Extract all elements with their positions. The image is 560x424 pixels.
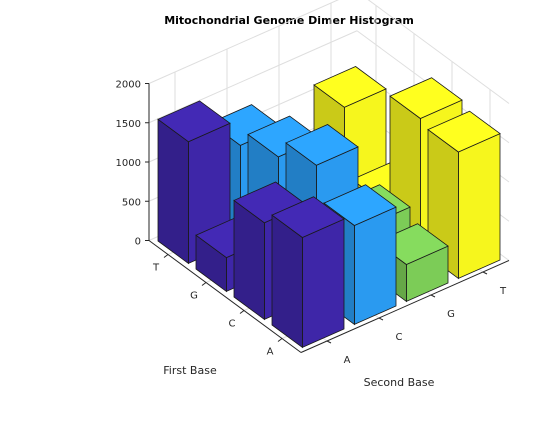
x-tick-label: T — [499, 286, 507, 297]
y-tick-label: T — [152, 263, 160, 274]
chart-title: Mitochondrial Genome Dimer Histogram — [164, 14, 414, 27]
bar-face-side — [271, 214, 303, 349]
x-tick — [326, 340, 332, 344]
x-tick — [378, 317, 384, 321]
bar-AA — [271, 196, 345, 349]
bar-face-top — [157, 100, 231, 143]
x-tick-label: C — [396, 332, 403, 343]
bar-face-top — [389, 77, 463, 119]
x-axis-line — [300, 260, 510, 353]
y-axis-line — [148, 240, 302, 353]
z-tick-label: 0 — [135, 237, 141, 248]
bar-face-top — [285, 124, 359, 166]
y-tick — [163, 254, 169, 258]
y-axis-label: First Base — [163, 364, 217, 377]
bar-face-side — [157, 118, 189, 265]
y-tick — [277, 338, 283, 342]
y-tick-label: A — [267, 347, 274, 358]
bar-face-front — [301, 218, 345, 349]
grid-line — [148, 0, 340, 84]
x-tick-label: A — [344, 355, 351, 366]
y-tick-label: C — [229, 319, 236, 330]
x-tick-label: G — [447, 309, 455, 320]
z-tick-label: 1000 — [116, 158, 141, 169]
y-tick — [239, 310, 245, 314]
bar-face-front — [457, 132, 501, 280]
y-tick-label: G — [190, 291, 198, 302]
x-tick — [430, 294, 436, 298]
bar-face-top — [427, 110, 501, 153]
x-tick — [482, 271, 488, 275]
bar-face-top — [271, 196, 345, 238]
bars-layer — [157, 66, 501, 349]
bar-face-front — [353, 206, 397, 326]
z-tick-label: 500 — [122, 197, 141, 208]
grid-line — [367, 0, 510, 104]
y-tick — [201, 282, 207, 286]
grid-line — [148, 30, 358, 124]
x-axis-label: Second Base — [364, 376, 435, 389]
bar-face-top — [323, 184, 397, 226]
z-tick-label: 1500 — [116, 119, 141, 130]
ticks-layer: A C G T A C G T 0 500 1000 1500 2000 — [116, 80, 510, 366]
bar-face-top — [313, 66, 387, 108]
z-tick-label: 2000 — [116, 80, 141, 91]
